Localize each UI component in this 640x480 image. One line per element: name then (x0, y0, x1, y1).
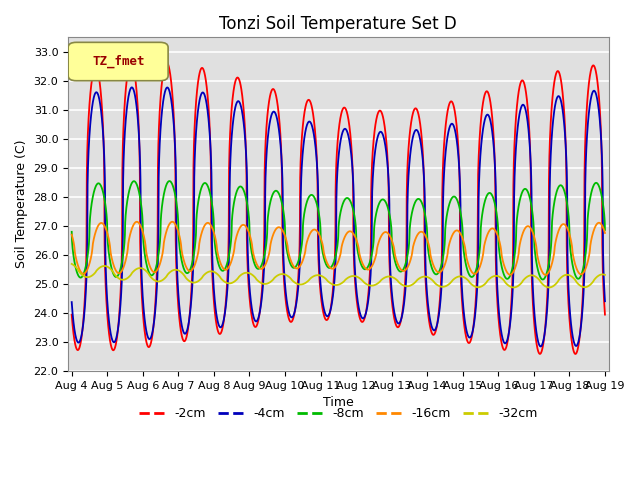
X-axis label: Time: Time (323, 396, 354, 409)
FancyBboxPatch shape (68, 42, 168, 81)
Text: TZ_fmet: TZ_fmet (92, 55, 145, 68)
Y-axis label: Soil Temperature (C): Soil Temperature (C) (15, 140, 28, 268)
Title: Tonzi Soil Temperature Set D: Tonzi Soil Temperature Set D (220, 15, 457, 33)
Legend: -2cm, -4cm, -8cm, -16cm, -32cm: -2cm, -4cm, -8cm, -16cm, -32cm (134, 402, 543, 425)
